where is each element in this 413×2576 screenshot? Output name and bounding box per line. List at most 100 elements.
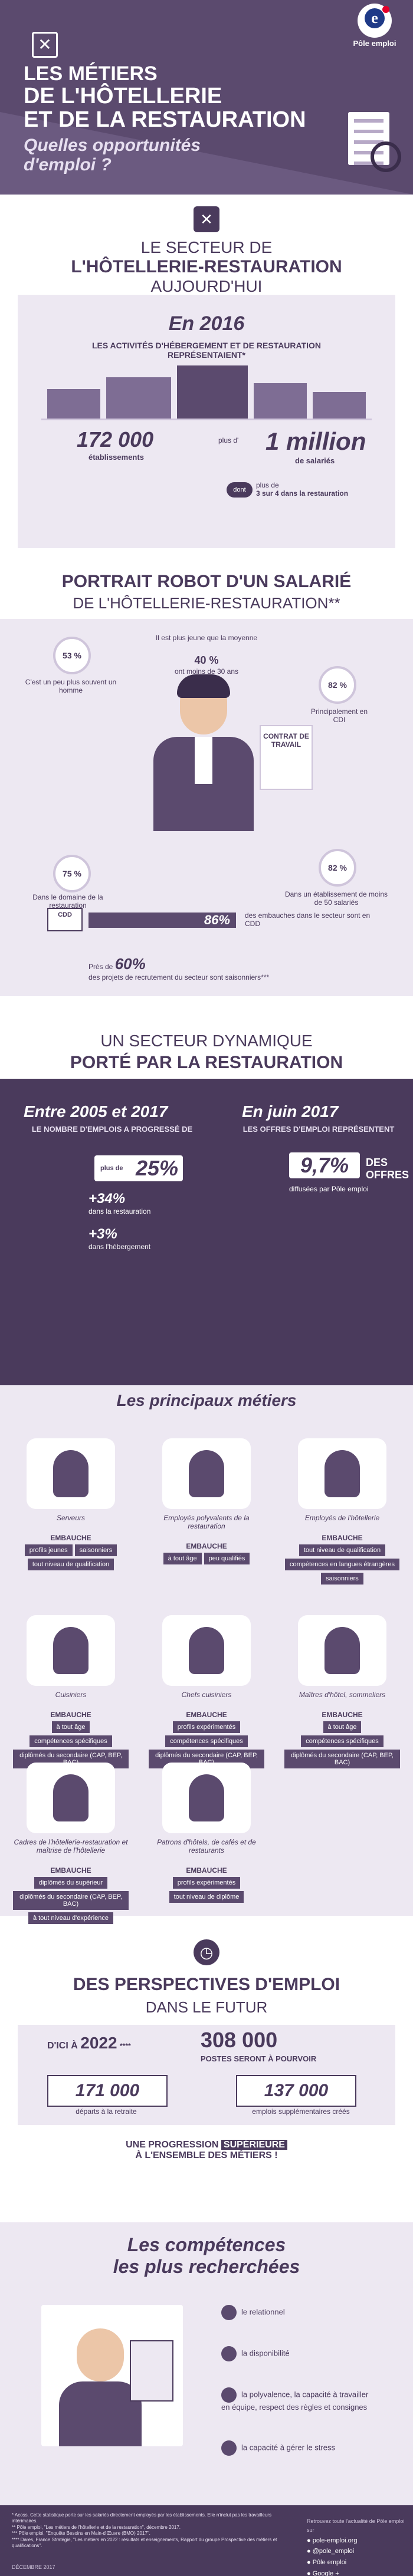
- job-tag: tout niveau de qualification: [299, 1544, 386, 1556]
- offers-value: 9,7%: [289, 1152, 360, 1178]
- job-embauche-label: EMBAUCHE: [50, 1866, 91, 1875]
- job-tag: profils expérimentés: [172, 1721, 241, 1733]
- job-tag: diplômés du secondaire (CAP, BEP, BAC): [284, 1750, 400, 1768]
- logo-text: Pôle emploi: [353, 39, 396, 48]
- year-heading: En 2016: [168, 312, 245, 335]
- social-link[interactable]: ● pole-emploi.org: [307, 2537, 358, 2544]
- job-name: Maîtres d'hôtel, sommeliers: [299, 1691, 386, 1699]
- establishments-value: 172 000: [77, 427, 154, 452]
- title-line-1: LES MÉTIERS: [24, 62, 158, 85]
- growth-block: Entre 2005 et 2017 LE NOMBRE D'EMPLOIS A…: [24, 1102, 201, 1134]
- hotel-growth-value: +3%: [88, 1226, 117, 1242]
- cdd-bar: CDD 86% des embauches dans le secteur so…: [47, 908, 378, 931]
- seasonal-value: 60%: [114, 955, 146, 973]
- offers-block: En juin 2017 LES OFFRES D'EMPLOI REPRÉSE…: [242, 1102, 395, 1134]
- logo-mark: e: [358, 4, 392, 38]
- growth-pill: plus de 25%: [94, 1155, 183, 1181]
- skill-item: la capacité à gérer le stress: [221, 2440, 369, 2456]
- job-tag: profils jeunes: [24, 1544, 73, 1556]
- create-value: 137 000: [236, 2075, 356, 2107]
- hotel-growth: +3% dans l'hébergement: [88, 1226, 150, 1251]
- seasonal-stat: Près de 60% des projets de recrutement d…: [88, 955, 269, 981]
- restaurant-growth-value: +34%: [88, 1191, 126, 1207]
- future-title-2: DANS LE FUTUR: [145, 1998, 268, 2016]
- offers-note: diffusées par Pôle emploi: [289, 1185, 369, 1193]
- retire-label: départs à la retraite: [76, 2107, 137, 2116]
- job-name: Employés polyvalents de la restauration: [163, 1514, 250, 1530]
- job-embauche-label: EMBAUCHE: [186, 1542, 227, 1550]
- job-embauche-label: EMBAUCHE: [50, 1534, 91, 1542]
- job-tag: compétences spécifiques: [30, 1735, 112, 1747]
- job-tag: peu qualifiés: [204, 1553, 250, 1564]
- job-embauche-label: EMBAUCHE: [186, 1711, 227, 1719]
- skill-icon: [221, 2305, 237, 2320]
- skills-title-1: Les compétences: [127, 2234, 286, 2255]
- employee-illustration: [148, 674, 260, 831]
- social-link[interactable]: ● @pole_emploi: [307, 2548, 355, 2555]
- future-total: 308 000: [201, 2028, 278, 2052]
- jobs-section: Les principaux métiers Serveurs EMBAUCHE p…: [0, 1385, 413, 1924]
- growth-heading: Entre 2005 et 2017: [24, 1102, 168, 1121]
- skill-label: la capacité à gérer le stress: [241, 2443, 335, 2452]
- future-date: D'ICI À 2022 ****: [47, 2034, 131, 2053]
- social-link[interactable]: ● Google +: [307, 2570, 339, 2576]
- pct-cdi: 82 %: [319, 666, 356, 704]
- dynamic-title-2: PORTÉ PAR LA RESTAURATION: [70, 1053, 343, 1072]
- buildings-illustration: [47, 365, 366, 419]
- title-line-2: DE L'HÔTELLERIE: [24, 83, 222, 108]
- skill-item: le relationnel: [221, 2305, 369, 2320]
- magnifier-icon: [371, 141, 401, 172]
- skill-item: la disponibilité: [221, 2346, 369, 2361]
- job-illustration: [162, 1438, 251, 1509]
- dont-badge: dont: [227, 482, 253, 498]
- title-line-3: ET DE LA RESTAURATION: [24, 107, 306, 132]
- future-total-label: POSTES SERONT À POURVOIR: [201, 2054, 317, 2063]
- job-tag: tout niveau de diplôme: [169, 1891, 244, 1903]
- create-label: emplois supplémentaires créés: [252, 2107, 350, 2116]
- progress-2: SUPÉRIEURE: [221, 2140, 287, 2150]
- job-tag: à tout âge: [323, 1721, 362, 1733]
- hero-decoration: [0, 112, 413, 195]
- job-name: Chefs cuisiniers: [181, 1691, 232, 1699]
- employees-value: 1 million: [266, 427, 366, 455]
- sector-title-1: LE SECTEUR DE: [140, 238, 273, 256]
- job-tag: profils expérimentés: [172, 1877, 241, 1889]
- dynamic-card: [0, 1079, 413, 1385]
- job-card: Cuisiniers EMBAUCHE à tout âge compétences …: [12, 1615, 130, 1768]
- stats-description: LES ACTIVITÉS D'HÉBERGEMENT ET DE RESTAU…: [91, 341, 322, 360]
- job-tag: à tout âge: [163, 1553, 202, 1564]
- job-name: Cadres de l'hôtellerie-restauration et m…: [14, 1838, 128, 1854]
- footnote: ** Pôle emploi, "Les métiers de l'hôtell…: [12, 2524, 181, 2530]
- young-sub: ont moins de 30 ans: [174, 667, 239, 676]
- growth-sub: LE NOMBRE D'EMPLOIS A PROGRESSÉ DE: [31, 1125, 193, 1134]
- jobs-title: Les principaux métiers: [116, 1391, 297, 1409]
- job-tag: compétences spécifiques: [301, 1735, 384, 1747]
- job-embauche-label: EMBAUCHE: [186, 1866, 227, 1875]
- cutlery-icon: ✕: [32, 32, 58, 58]
- dynamic-title-1: UN SECTEUR DYNAMIQUE: [100, 1032, 313, 1050]
- seasonal-text: des projets de recrutement du secteur so…: [88, 973, 270, 981]
- job-illustration: [298, 1438, 386, 1509]
- offers-label: DES OFFRES: [366, 1157, 409, 1181]
- job-embauche-label: EMBAUCHE: [322, 1534, 363, 1542]
- young-text: Il est plus jeune que la moyenne: [155, 634, 258, 642]
- progress-note: UNE PROGRESSION SUPÉRIEURE À L'ENSEMBLE …: [0, 2140, 413, 2161]
- job-illustration: [27, 1763, 115, 1833]
- skill-icon: [221, 2440, 237, 2456]
- skills-title-2: les plus recherchées: [113, 2256, 300, 2277]
- hero-banner: ✕ e Pôle emploi LES MÉTIERS DE L'HÔTELLE…: [0, 0, 413, 195]
- restaurant-growth: +34% dans la restauration: [88, 1191, 150, 1215]
- pole-emploi-logo[interactable]: e Pôle emploi: [342, 4, 407, 48]
- plus-de-label: plus de: [256, 481, 279, 489]
- job-tag: tout niveau de qualification: [27, 1559, 114, 1570]
- restaurant-share-value: 3 sur 4 dans la restauration: [256, 489, 349, 498]
- portrait-title-2: DE L'HÔTELLERIE-RESTAURATION**: [73, 594, 340, 612]
- future-stars: ****: [120, 2042, 131, 2050]
- man-text: C'est un peu plus souvent un homme: [25, 678, 117, 694]
- social-link[interactable]: ● Pôle emploi: [307, 2558, 347, 2566]
- footer-cta: Retrouvez toute l'actualité de Pôle empl…: [307, 2518, 405, 2534]
- establishments-label: établissements: [88, 453, 144, 462]
- job-tag: à tout niveau d'expérience: [28, 1912, 114, 1924]
- cutlery-icon: ✕: [194, 206, 219, 232]
- job-tag: diplômés du secondaire (CAP, BEP, BAC): [13, 1891, 129, 1910]
